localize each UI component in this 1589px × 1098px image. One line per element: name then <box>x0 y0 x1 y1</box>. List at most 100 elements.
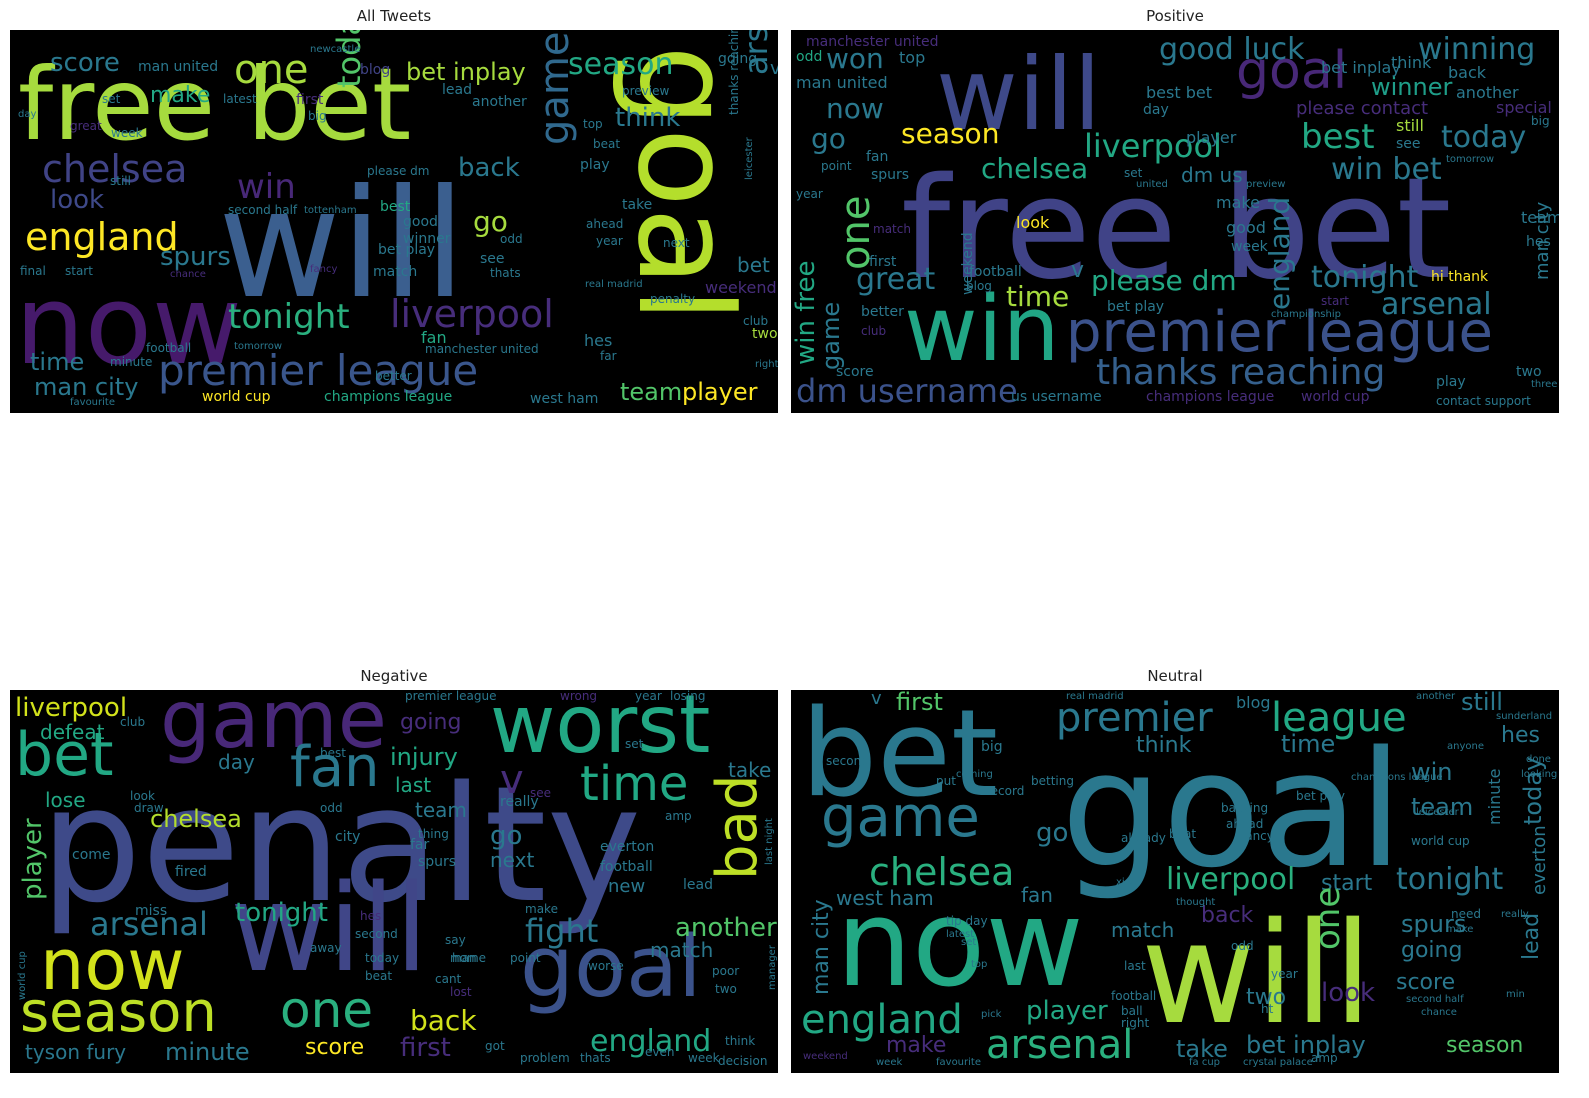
cloud-word: make <box>525 902 558 916</box>
cloud-word: chelsea <box>42 147 188 191</box>
cloud-word: man united <box>138 59 219 75</box>
cloud-word: see <box>530 786 552 800</box>
word-cloud: free bet will win premier league goal thanks … <box>791 30 1559 413</box>
cloud-word: time <box>30 348 85 376</box>
cloud-word: penalty <box>40 751 642 938</box>
cloud-word: see <box>480 251 505 267</box>
cloud-word: latest <box>946 929 975 940</box>
cloud-word: player <box>682 378 758 406</box>
cloud-word: better <box>861 304 904 320</box>
cloud-word: ahead <box>1226 817 1264 831</box>
cloud-word: good <box>1226 218 1266 237</box>
cloud-word: football <box>1111 989 1157 1003</box>
panel-all-tweets: All Tweets free bet will now goal premier le… <box>10 4 778 413</box>
cloud-word: odd <box>320 801 343 815</box>
cloud-word: two <box>1246 985 1287 1010</box>
cloud-word: right <box>755 359 778 370</box>
cloud-word: thing <box>418 827 449 841</box>
cloud-word: chelsea <box>150 805 242 833</box>
panel-title: Negative <box>360 667 428 685</box>
cloud-word: minute <box>1485 768 1504 825</box>
cloud-word: please contact <box>1296 98 1429 119</box>
cloud-word: great <box>856 262 936 297</box>
cloud-word: bet inplay <box>1321 58 1401 77</box>
cloud-word: match <box>1111 918 1175 942</box>
cloud-word: set <box>1124 166 1143 180</box>
cloud-word: second <box>826 754 869 768</box>
cloud-word: lead <box>683 877 713 893</box>
cloud-word: sunderland <box>1496 711 1553 722</box>
cloud-word: back <box>410 1004 477 1037</box>
cloud-word: v <box>871 690 882 709</box>
cloud-word: arsenal <box>1381 287 1492 322</box>
panel-title: All Tweets <box>356 7 432 25</box>
cloud-word: today <box>365 951 400 965</box>
cloud-word: right <box>1121 1016 1150 1030</box>
word-cloud: penalty will game worst goal now season one bet f… <box>10 690 778 1073</box>
panel-neutral: Neutral goal bet will now game premier league c… <box>791 664 1559 1073</box>
panel-positive: Positive free bet will win premier league go… <box>791 4 1559 413</box>
cloud-word: club <box>743 314 769 328</box>
cloud-word: another <box>675 913 777 943</box>
cloud-word: start <box>1321 294 1349 308</box>
cloud-word: bad <box>705 774 770 880</box>
cloud-word: free bet <box>901 148 1452 311</box>
cloud-word: ball <box>1121 1004 1143 1018</box>
cloud-word: week <box>876 1057 903 1068</box>
cloud-word: first <box>869 254 897 270</box>
cloud-word: special <box>1496 98 1552 117</box>
cloud-word: first <box>896 690 943 716</box>
cloud-word: weekend <box>803 1051 848 1062</box>
cloud-word: premier league <box>405 690 497 703</box>
cloud-word: fancy <box>310 264 338 275</box>
cloud-word: back <box>1201 903 1254 928</box>
cloud-word: spurs <box>1401 910 1467 938</box>
cloud-word: one <box>234 47 309 93</box>
cloud-word: premier <box>1056 695 1213 741</box>
cloud-word: game <box>160 690 387 766</box>
cloud-word: preview <box>1246 179 1286 190</box>
cloud-word: premier league <box>1066 300 1493 365</box>
cloud-word: done <box>1526 754 1551 765</box>
cloud-word: top <box>971 959 988 970</box>
cloud-word: everton <box>600 839 655 855</box>
cloud-word: team <box>1521 208 1559 227</box>
cloud-word: home <box>452 951 487 965</box>
cloud-word: hes <box>584 331 613 350</box>
cloud-word: goal <box>1061 716 1403 903</box>
cloud-word: west ham <box>836 886 934 910</box>
cloud-word: three <box>1531 379 1558 390</box>
cloud-word: england <box>801 997 963 1043</box>
cloud-word: blog <box>1236 693 1271 712</box>
cloud-word: another <box>1416 691 1456 702</box>
cloud-word: thanks reaching <box>727 30 741 115</box>
cloud-word: cant <box>435 972 462 986</box>
cloud-word: take <box>1176 1035 1228 1063</box>
cloud-word: new <box>608 876 646 897</box>
cloud-word: second <box>355 927 398 941</box>
cloud-word: goal <box>1236 41 1348 101</box>
cloud-word: penalty <box>650 292 696 306</box>
cloud-word: anyone <box>1447 741 1484 752</box>
cloud-word: football <box>146 341 192 355</box>
cloud-word: won <box>826 42 884 75</box>
cloud-word: player <box>1026 996 1108 1026</box>
cloud-word: game <box>817 301 845 370</box>
cloud-word: big <box>1531 114 1550 128</box>
cloud-word: day <box>18 109 37 120</box>
cloud-word: league <box>1271 695 1407 741</box>
cloud-word: beat <box>365 969 393 983</box>
cloud-word: season <box>20 980 217 1045</box>
cloud-word: min <box>1506 989 1525 1000</box>
cloud-word: take <box>728 758 772 782</box>
cloud-word: england <box>25 215 179 259</box>
cloud-word: problem <box>520 1051 570 1065</box>
cloud-word: england <box>1263 196 1296 310</box>
cloud-word: set <box>961 937 977 948</box>
cloud-word: poor <box>712 964 740 978</box>
cloud-word: season <box>568 47 674 82</box>
cloud-word: player <box>18 818 48 900</box>
cloud-word: hes <box>1501 723 1540 748</box>
cloud-word: even <box>645 1045 675 1059</box>
cloud-word: play <box>1436 374 1466 390</box>
